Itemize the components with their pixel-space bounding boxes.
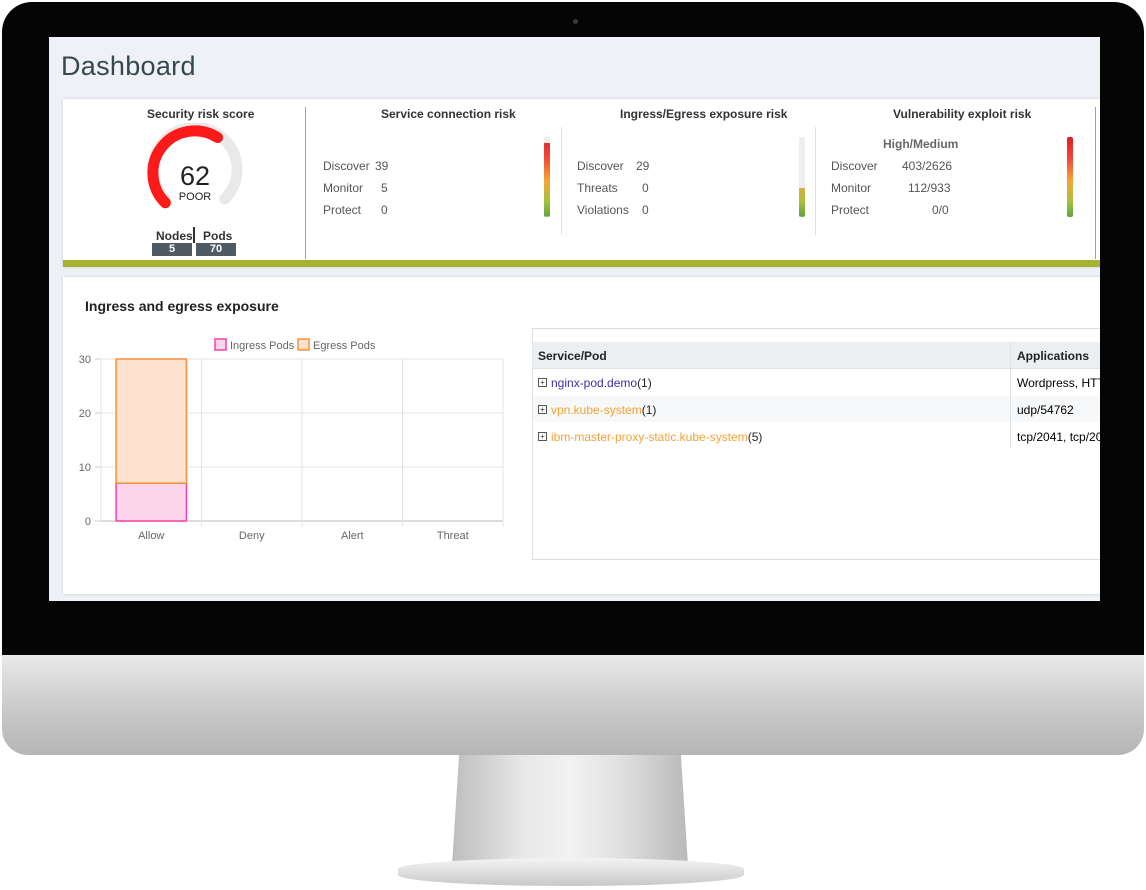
service-pod-link[interactable]: vpn.kube-system	[551, 403, 642, 417]
security-score-rating: POOR	[178, 191, 212, 203]
nodes-pods-divider	[193, 227, 195, 243]
column-header-applications[interactable]: Applications	[1017, 349, 1090, 363]
legend-label: Ingress Pods	[230, 340, 295, 352]
service-pod-cell: + vpn.kube-system(1)	[538, 403, 656, 417]
x-tick-label: Threat	[437, 530, 469, 542]
service-connection-discover-label: Discover	[323, 159, 370, 173]
service-pod-cell: + ibm-master-proxy-static.kube-system(5)	[538, 430, 762, 444]
ingress-egress-threats-value: 0	[642, 181, 649, 195]
service-connection-title: Service connection risk	[381, 107, 516, 121]
service-connection-protect-value: 0	[381, 203, 388, 217]
exposure-card: Ingress and egress exposure 0 10 20 30 Allow…	[63, 277, 1100, 594]
vulnerability-risk-meter	[1067, 137, 1073, 217]
applications-cell: Wordpress, HTT	[1017, 376, 1100, 390]
x-tick-label: Deny	[239, 530, 265, 542]
exposure-table: Service/Pod Applications + nginx-pod.demo…	[532, 328, 1100, 560]
expand-row-icon[interactable]: +	[538, 405, 547, 415]
page-title: Dashboard	[61, 51, 196, 81]
service-connection-monitor-label: Monitor	[323, 181, 364, 195]
column-divider	[1010, 342, 1011, 448]
security-score-value: 62	[179, 161, 211, 191]
ingress-egress-risk-meter	[799, 137, 805, 217]
vulnerability-protect-value: 0/0	[932, 203, 949, 217]
exposure-bar-chart: 0 10 20 30 Allow Deny Alert Threat Ingress Pods E…	[79, 338, 504, 542]
score-gauge	[147, 123, 243, 209]
expand-row-icon[interactable]: +	[538, 378, 547, 388]
panel-divider	[1095, 107, 1096, 259]
vulnerability-monitor-value: 112/933	[908, 181, 951, 195]
gauge-fill	[147, 125, 223, 209]
pods-label: Pods	[203, 229, 233, 243]
ingress-egress-violations-value: 0	[642, 203, 649, 217]
service-connection-discover-value: 39	[375, 159, 389, 173]
bar-egress-pods	[115, 358, 188, 484]
applications-cell: tcp/2041, tcp/20	[1017, 430, 1100, 444]
nodes-label: Nodes	[156, 229, 193, 243]
monitor-stand	[452, 755, 688, 865]
service-connection-risk-meter-fill	[544, 143, 550, 217]
panel-divider	[815, 127, 816, 235]
panel-divider	[305, 107, 306, 259]
ingress-egress-title: Ingress/Egress exposure risk	[620, 107, 788, 121]
y-tick-label: 30	[79, 354, 91, 366]
expand-row-icon[interactable]: +	[538, 432, 547, 442]
vulnerability-protect-label: Protect	[831, 203, 870, 217]
vulnerability-risk-meter-fill	[1067, 137, 1073, 217]
ingress-egress-violations-label: Violations	[577, 203, 629, 217]
y-tick-label: 0	[85, 516, 91, 528]
risk-summary-card: Security risk score 62 POOR Nodes Pods 5…	[63, 99, 1100, 267]
y-tick-label: 10	[79, 462, 91, 474]
monitor-chin	[2, 655, 1144, 755]
pod-count: (5)	[747, 430, 763, 444]
table-row[interactable]: + vpn.kube-system(1) udp/54762	[533, 396, 1100, 422]
pod-count: (1)	[637, 376, 652, 390]
service-connection-monitor-value: 5	[381, 181, 388, 195]
bar-ingress-pods	[115, 482, 188, 522]
ingress-egress-risk-meter-fill	[799, 188, 805, 217]
y-tick-label: 20	[79, 408, 91, 420]
vulnerability-monitor-label: Monitor	[831, 181, 872, 195]
legend-swatch	[297, 338, 310, 351]
pods-count-badge: 70	[196, 243, 236, 256]
service-connection-risk-meter	[544, 137, 550, 217]
security-score-title: Security risk score	[147, 107, 255, 121]
x-tick-label: Allow	[138, 530, 164, 542]
service-pod-cell: + nginx-pod.demo(1)	[538, 376, 652, 390]
camera-icon	[573, 19, 578, 24]
nodes-count-badge: 5	[152, 243, 192, 256]
table-row[interactable]: + ibm-master-proxy-static.kube-system(5) …	[533, 423, 1100, 449]
ingress-egress-discover-label: Discover	[577, 159, 624, 173]
vulnerability-discover-label: Discover	[831, 159, 878, 173]
service-pod-link[interactable]: nginx-pod.demo	[551, 376, 638, 390]
table-row[interactable]: + nginx-pod.demo(1) Wordpress, HTT	[533, 369, 1100, 395]
ingress-egress-threats-label: Threats	[577, 181, 618, 195]
vulnerability-title: Vulnerability exploit risk	[893, 107, 1032, 121]
exposure-title: Ingress and egress exposure	[85, 298, 279, 314]
applications-cell: udp/54762	[1017, 403, 1074, 417]
legend-label: Egress Pods	[313, 340, 376, 352]
table-header: Service/Pod Applications	[533, 342, 1100, 369]
legend-swatch	[214, 338, 227, 351]
pod-count: (1)	[641, 403, 657, 417]
service-connection-protect-label: Protect	[323, 203, 362, 217]
panel-divider	[561, 127, 562, 235]
screen: Dashboard Security risk score 62 POOR No…	[49, 37, 1100, 601]
vulnerability-discover-value: 403/2626	[902, 159, 953, 173]
ingress-egress-discover-value: 29	[636, 159, 650, 173]
card-accent-bar	[63, 260, 1100, 267]
column-header-service-pod[interactable]: Service/Pod	[538, 349, 607, 363]
x-tick-label: Alert	[341, 530, 364, 542]
vulnerability-header: High/Medium	[883, 137, 959, 151]
monitor-base	[398, 858, 744, 886]
service-pod-link[interactable]: ibm-master-proxy-static.kube-system	[551, 430, 748, 444]
